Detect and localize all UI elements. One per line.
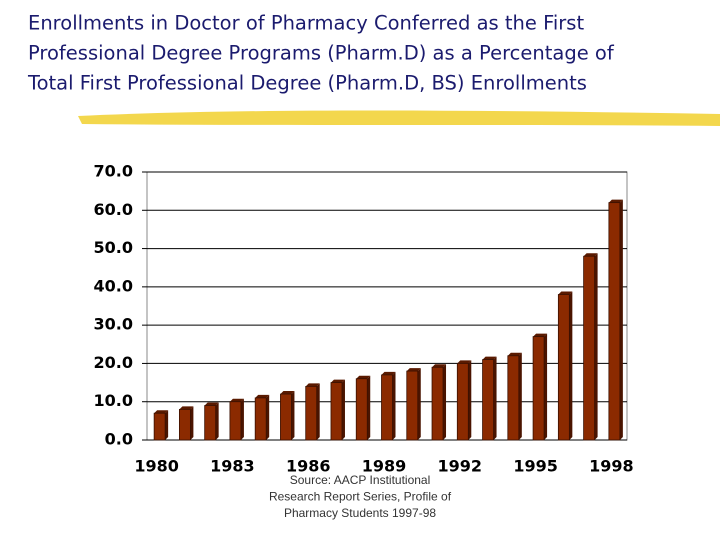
bar-side (594, 253, 598, 440)
bar-side (341, 379, 345, 440)
bar-top (482, 356, 497, 360)
bar (204, 405, 217, 441)
bar (406, 370, 419, 441)
bar-top (179, 406, 194, 410)
x-tick-label: 1986 (286, 457, 331, 476)
title-underline (78, 110, 720, 126)
y-tick-label: 40.0 (94, 276, 133, 295)
bar-side (266, 394, 270, 440)
bar-top (432, 364, 447, 368)
bar (305, 385, 318, 441)
bar-side (417, 368, 421, 440)
bar-side (493, 356, 497, 440)
bar-top (330, 379, 345, 383)
bar-top (381, 371, 396, 375)
chart-title: Enrollments in Doctor of Pharmacy Confer… (28, 12, 584, 35)
bar-top (154, 410, 169, 414)
bar (557, 294, 570, 441)
bar-side (443, 364, 447, 440)
y-tick-label: 50.0 (94, 238, 133, 257)
bar (482, 359, 494, 441)
bar-side (544, 333, 548, 440)
x-tick-label: 1980 (134, 457, 179, 476)
bar-side (215, 402, 219, 440)
chart-title: Professional Degree Programs (Pharm.D) a… (28, 42, 615, 65)
bar (608, 202, 621, 441)
bar-side (468, 360, 472, 440)
bar-top (356, 375, 371, 379)
bar-side (165, 410, 169, 440)
chart-title: Total First Professional Degree (Pharm.D… (27, 72, 587, 95)
bar-side (518, 352, 522, 440)
y-tick-label: 10.0 (94, 391, 133, 410)
source-note: Research Report Series, Profile of (269, 490, 452, 504)
bar (381, 374, 393, 441)
bar-side (367, 375, 371, 440)
bar-side (291, 391, 295, 440)
bar-side (569, 291, 573, 440)
bar (431, 366, 444, 441)
bar-top (255, 394, 270, 398)
bar-side (619, 199, 623, 440)
x-tick-label: 1992 (438, 457, 483, 476)
bar-top (457, 360, 472, 364)
bar (330, 382, 343, 441)
bar-top (280, 391, 295, 395)
bar-top (558, 291, 573, 295)
x-tick-label: 1983 (210, 457, 255, 476)
bar-side (316, 383, 320, 440)
bar (456, 363, 469, 441)
bar-top (507, 352, 522, 356)
bar (254, 397, 267, 441)
bar-top (305, 383, 320, 387)
bar (229, 401, 242, 441)
bar-top (583, 253, 598, 257)
source-note: Source: AACP Institutional (290, 473, 431, 487)
bar (532, 336, 545, 441)
source-note: Pharmacy Students 1997-98 (284, 506, 436, 520)
bar-side (240, 398, 244, 440)
x-tick-label: 1998 (589, 457, 634, 476)
y-tick-label: 30.0 (94, 315, 133, 334)
x-tick-label: 1989 (362, 457, 407, 476)
bar (280, 393, 292, 441)
bar-top (229, 398, 244, 402)
bar-side (190, 406, 194, 440)
bar (153, 412, 166, 441)
bar-top (406, 368, 421, 372)
bar-top (608, 199, 623, 203)
bar-side (392, 371, 396, 440)
y-tick-label: 70.0 (94, 162, 133, 181)
bar-top (533, 333, 548, 337)
x-tick-label: 1995 (513, 457, 558, 476)
bar (583, 255, 596, 441)
bar-top (204, 402, 219, 406)
bar (507, 355, 520, 441)
bar (178, 408, 191, 441)
bar (355, 378, 368, 441)
y-tick-label: 60.0 (94, 200, 133, 219)
y-tick-label: 20.0 (94, 353, 133, 372)
y-tick-label: 0.0 (105, 430, 133, 449)
